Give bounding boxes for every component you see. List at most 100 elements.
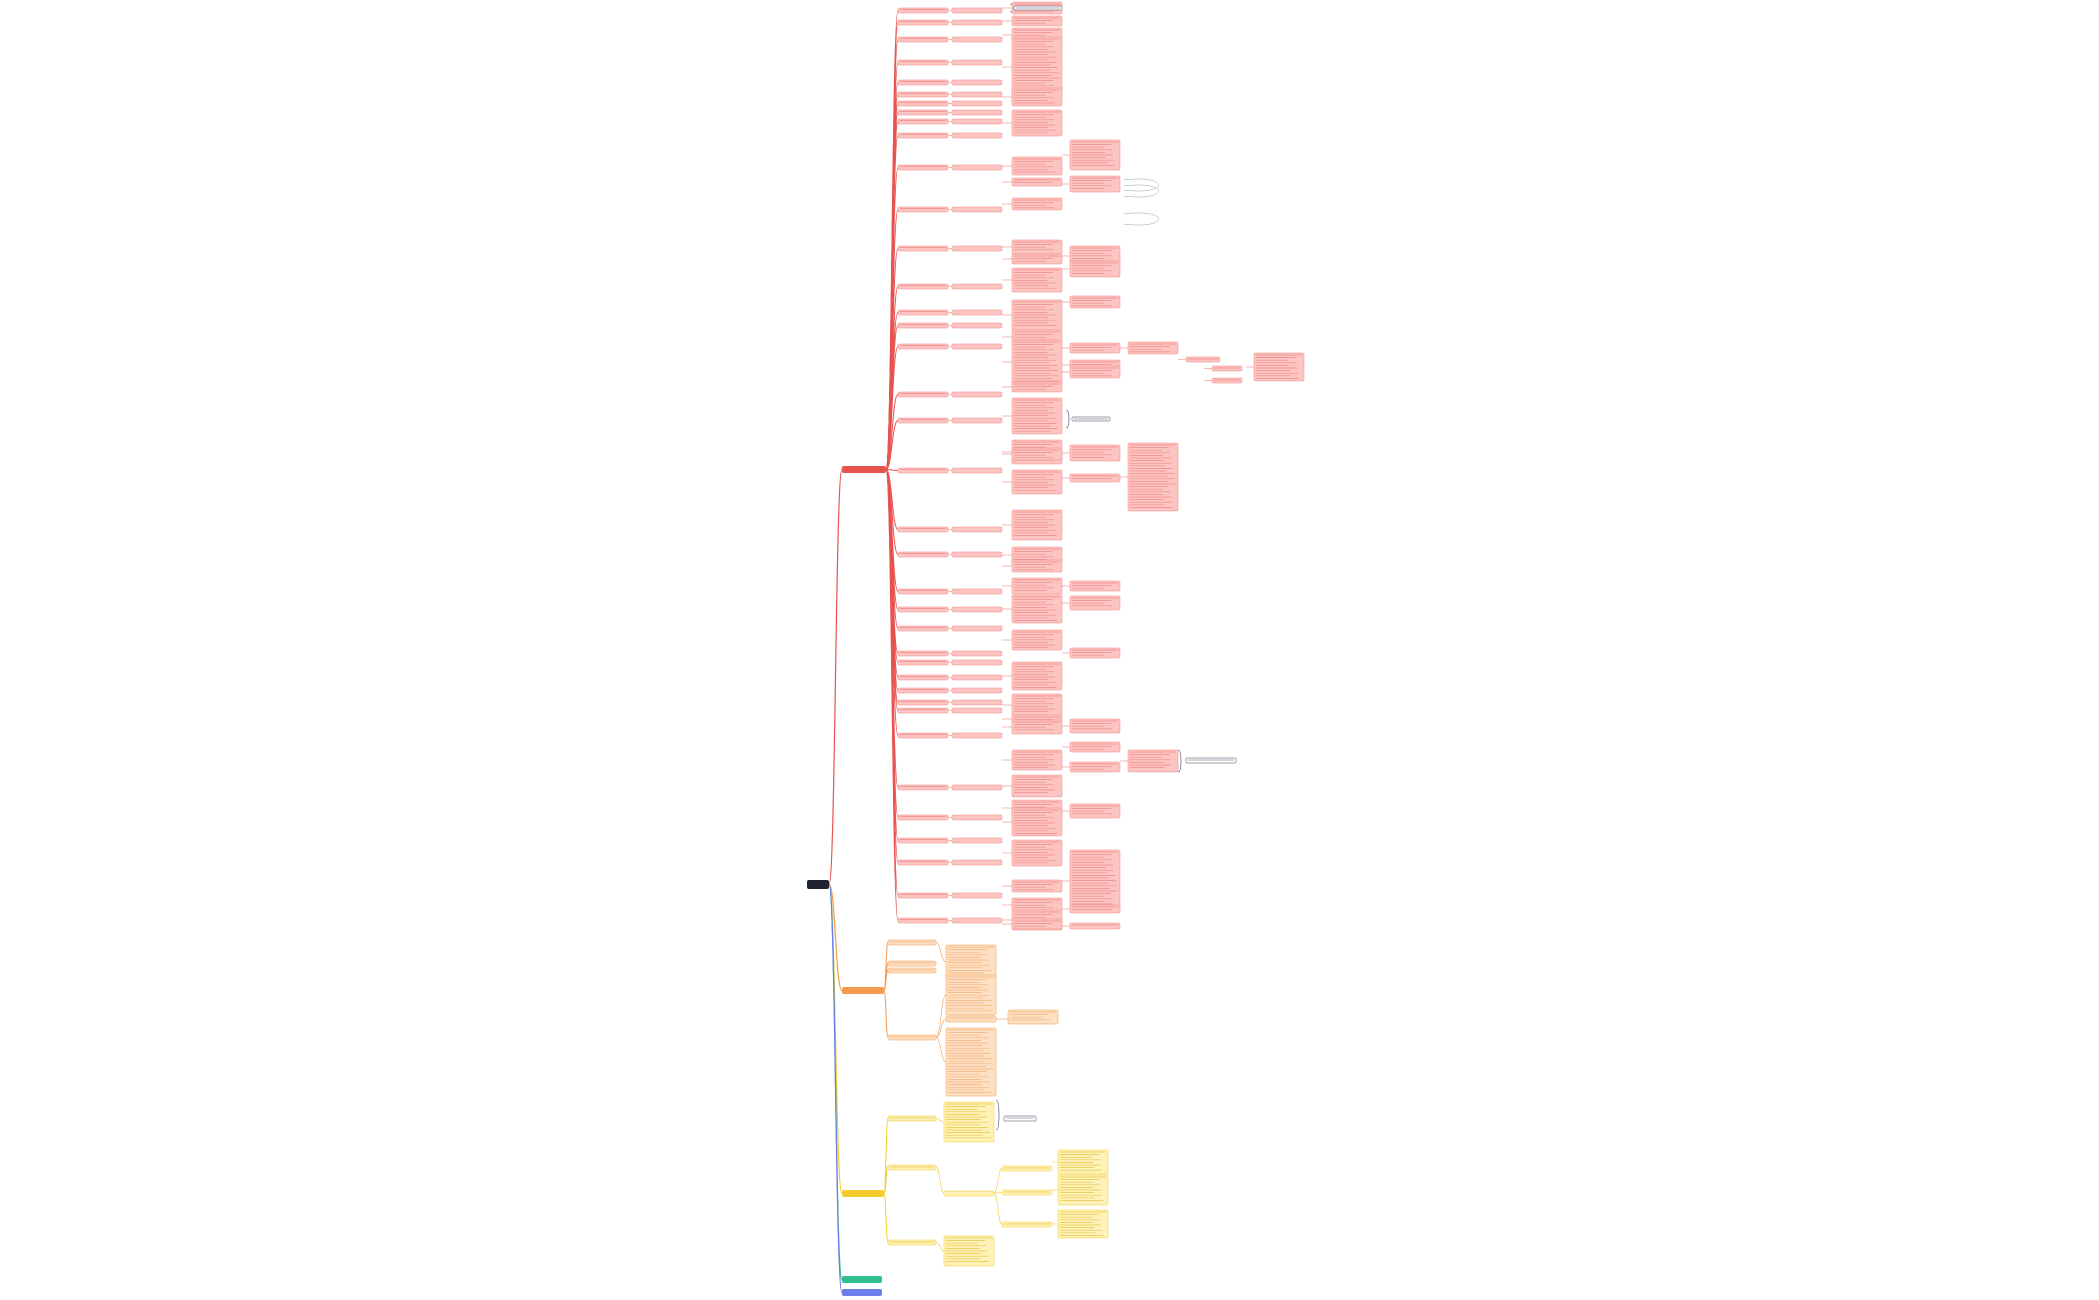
branch1-level3-node[interactable] (1011, 774, 1063, 798)
branch1-level1-node[interactable] (897, 100, 949, 107)
branch1-level2-node[interactable] (951, 814, 1003, 821)
branch1-level3-node[interactable] (1011, 397, 1063, 435)
branch1-level4-node[interactable] (1069, 904, 1121, 914)
branch2-level1-node[interactable] (887, 960, 937, 967)
branch1-level3-node[interactable] (1011, 267, 1063, 293)
branch1-level2-node[interactable] (951, 100, 1003, 107)
branch1-level2-node[interactable] (951, 343, 1003, 350)
branch1-level4-node[interactable] (1069, 849, 1121, 913)
branch1-level3-node[interactable] (1011, 879, 1063, 893)
branch3-level3-node[interactable] (1001, 1189, 1053, 1196)
branch1-level1-node[interactable] (897, 687, 949, 694)
branch1-level2-node[interactable] (951, 59, 1003, 66)
branch1-level2-node[interactable] (951, 687, 1003, 694)
branch1-level4-node[interactable] (1069, 260, 1121, 278)
branch2-level2-node[interactable] (945, 1027, 997, 1097)
branch1-level4-node[interactable] (1069, 365, 1121, 379)
branch1-level4-node[interactable] (1069, 761, 1121, 773)
branch1-level2-node[interactable] (951, 526, 1003, 533)
branch2-level1-node[interactable] (887, 1034, 937, 1041)
branch1-level2-node[interactable] (951, 79, 1003, 86)
branch2-level1-node[interactable] (887, 939, 937, 946)
branch1-level1-node[interactable] (897, 551, 949, 558)
branch1-level1-node[interactable] (897, 343, 949, 350)
branch1-level4-node[interactable] (1069, 922, 1121, 930)
branch1-level4-node[interactable] (1069, 444, 1121, 462)
branch-node-5[interactable] (842, 1289, 882, 1296)
branch3-level1-node[interactable] (887, 1239, 937, 1246)
branch1-level2-node[interactable] (951, 625, 1003, 632)
branch-node-3[interactable] (842, 1190, 884, 1197)
branch1-level2-node[interactable] (951, 784, 1003, 791)
branch1-level4-node[interactable] (1069, 342, 1121, 354)
branch1-level2-node[interactable] (951, 91, 1003, 98)
branch1-level2-node[interactable] (951, 36, 1003, 43)
branch1-level1-node[interactable] (897, 917, 949, 924)
branch1-level2-node[interactable] (951, 732, 1003, 739)
branch1-level3-node[interactable] (1011, 469, 1063, 495)
branch1-level1-node[interactable] (897, 588, 949, 595)
branch3-level2-node[interactable] (943, 1190, 995, 1197)
branch1-level3-node[interactable] (1011, 661, 1063, 691)
branch1-level3-node[interactable] (1011, 839, 1063, 867)
branch1-level2-node[interactable] (951, 650, 1003, 657)
branch1-level2-node[interactable] (951, 837, 1003, 844)
branch1-level5-node[interactable] (1127, 341, 1179, 355)
branch1-level1-node[interactable] (897, 732, 949, 739)
branch1-level1-node[interactable] (897, 417, 949, 424)
branch2-level1-node[interactable] (887, 967, 937, 974)
branch1-level1-node[interactable] (897, 245, 949, 252)
branch1-level2-node[interactable] (951, 417, 1003, 424)
branch1-level2-node[interactable] (951, 588, 1003, 595)
branch1-level2-node[interactable] (951, 659, 1003, 666)
branch1-level4-node[interactable] (1069, 473, 1121, 483)
branch1-level3-node[interactable] (1011, 918, 1063, 930)
summary-note[interactable] (1003, 1115, 1037, 1122)
branch1-level1-node[interactable] (897, 36, 949, 43)
branch3-level4-node[interactable] (1057, 1149, 1109, 1175)
branch1-level2-node[interactable] (951, 118, 1003, 125)
branch1-level1-node[interactable] (897, 79, 949, 86)
branch1-level1-node[interactable] (897, 650, 949, 657)
branch1-level2-node[interactable] (951, 707, 1003, 714)
branch1-level4-node[interactable] (1069, 295, 1121, 309)
branch1-level2-node[interactable] (951, 164, 1003, 171)
branch-node-4[interactable] (842, 1276, 882, 1283)
branch1-deep-node[interactable] (1253, 352, 1305, 382)
branch2-level2-node[interactable] (945, 944, 997, 980)
branch1-level1-node[interactable] (897, 659, 949, 666)
branch1-level4-node[interactable] (1069, 580, 1121, 592)
branch1-level3-node[interactable] (1011, 197, 1063, 211)
branch1-level3-node[interactable] (1011, 447, 1063, 461)
branch1-level2-node[interactable] (951, 7, 1003, 14)
branch1-level1-node[interactable] (897, 526, 949, 533)
branch1-level2-node[interactable] (951, 699, 1003, 706)
branch1-level2-node[interactable] (951, 859, 1003, 866)
branch1-level2-node[interactable] (951, 283, 1003, 290)
branch3-level3-node[interactable] (1001, 1221, 1053, 1228)
branch1-level4-node[interactable] (1069, 175, 1121, 193)
branch1-level1-node[interactable] (897, 391, 949, 398)
branch1-level1-node[interactable] (897, 7, 949, 14)
root-node[interactable] (807, 880, 829, 889)
branch1-level1-node[interactable] (897, 606, 949, 613)
branch1-level3-node[interactable] (1011, 807, 1063, 837)
branch1-level2-node[interactable] (951, 917, 1003, 924)
branch1-level2-node[interactable] (951, 551, 1003, 558)
branch1-level1-node[interactable] (897, 322, 949, 329)
branch1-level3-node[interactable] (1011, 253, 1063, 265)
branch1-level3-node[interactable] (1011, 577, 1063, 595)
branch3-level4-node[interactable] (1057, 1209, 1109, 1239)
branch1-level2-node[interactable] (951, 674, 1003, 681)
branch1-level1-node[interactable] (897, 707, 949, 714)
branch1-level1-node[interactable] (897, 467, 949, 474)
branch1-level1-node[interactable] (897, 674, 949, 681)
branch1-deep-node[interactable] (1185, 356, 1221, 363)
branch1-level2-node[interactable] (951, 309, 1003, 316)
branch1-level3-node[interactable] (1011, 109, 1063, 137)
branch1-level3-node[interactable] (1011, 693, 1063, 717)
branch1-level1-node[interactable] (897, 837, 949, 844)
branch-node-2[interactable] (842, 987, 884, 994)
branch2-level2-node[interactable] (945, 1015, 997, 1023)
branch1-deep-node[interactable] (1211, 365, 1243, 372)
